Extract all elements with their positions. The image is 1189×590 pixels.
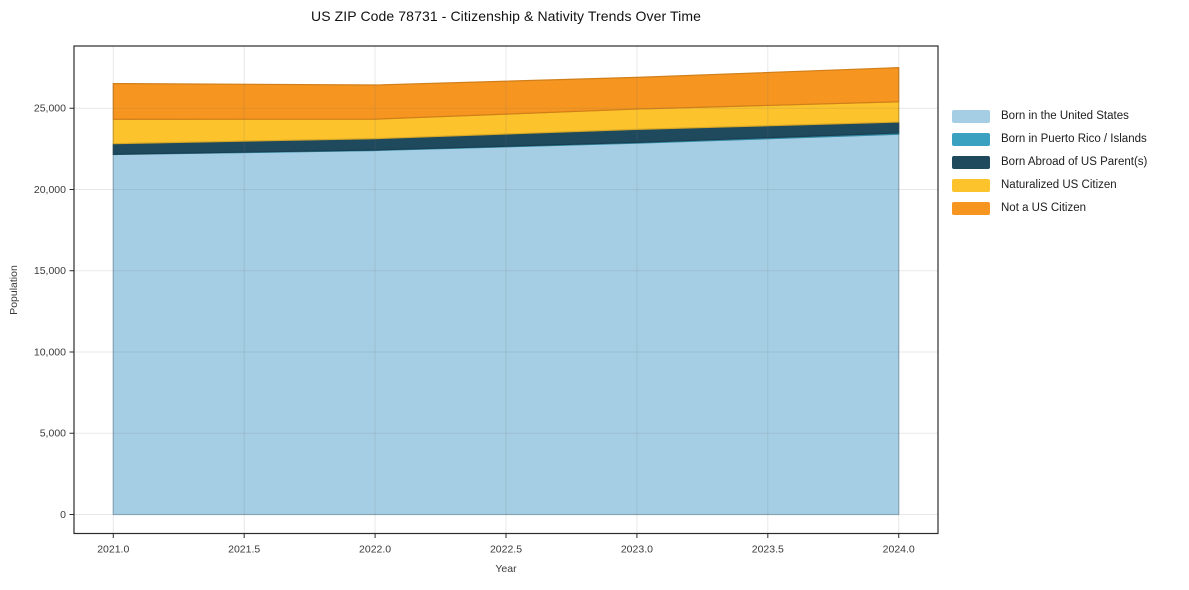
tick-labels: 2021.0 2021.5 2022.0 2022.5 2023.0 2023.5 2024… <box>34 103 915 556</box>
x-tick-label: 2024.0 <box>883 544 915 556</box>
y-tick-label: 10,000 <box>34 346 66 358</box>
legend-item: Born Abroad of US Parent(s) <box>952 156 1147 169</box>
chart-title: US ZIP Code 78731 - Citizenship & Nativi… <box>310 8 702 24</box>
legend-label: Born in Puerto Rico / Islands <box>1001 133 1147 145</box>
y-axis-label: Population <box>8 265 20 315</box>
legend-swatch-icon <box>952 156 990 169</box>
y-tick-label: 15,000 <box>34 265 66 277</box>
legend-swatch-icon <box>952 202 990 215</box>
legend: Born in the United States Born in Puerto… <box>952 110 1147 215</box>
stacked-areas <box>112 67 900 516</box>
legend-swatch-icon <box>952 179 990 192</box>
x-tick-label: 2022.5 <box>490 544 522 556</box>
y-tick-label: 20,000 <box>34 184 66 196</box>
legend-item: Naturalized US Citizen <box>952 179 1147 192</box>
x-tick-label: 2023.5 <box>752 544 784 556</box>
x-tick-label: 2021.5 <box>228 544 260 556</box>
legend-item: Not a US Citizen <box>952 202 1147 215</box>
y-tick-label: 0 <box>60 509 66 521</box>
x-tick-label: 2023.0 <box>621 544 653 556</box>
legend-swatch-icon <box>952 133 990 146</box>
gridlines <box>74 46 938 534</box>
legend-item: Born in Puerto Rico / Islands <box>952 133 1147 146</box>
y-tick-label: 25,000 <box>34 103 66 115</box>
x-tick-label: 2022.0 <box>359 544 391 556</box>
x-tick-label: 2021.0 <box>97 544 129 556</box>
legend-label: Naturalized US Citizen <box>1001 179 1117 191</box>
tick-marks <box>69 107 900 538</box>
legend-label: Not a US Citizen <box>1001 202 1087 214</box>
legend-label: Born Abroad of US Parent(s) <box>1001 156 1148 168</box>
y-tick-label: 5,000 <box>40 428 66 440</box>
legend-swatch-icon <box>952 110 990 123</box>
area-series <box>112 67 900 120</box>
legend-label: Born in the United States <box>1001 110 1129 122</box>
x-axis-label: Year <box>495 563 517 575</box>
legend-item: Born in the United States <box>952 110 1147 123</box>
